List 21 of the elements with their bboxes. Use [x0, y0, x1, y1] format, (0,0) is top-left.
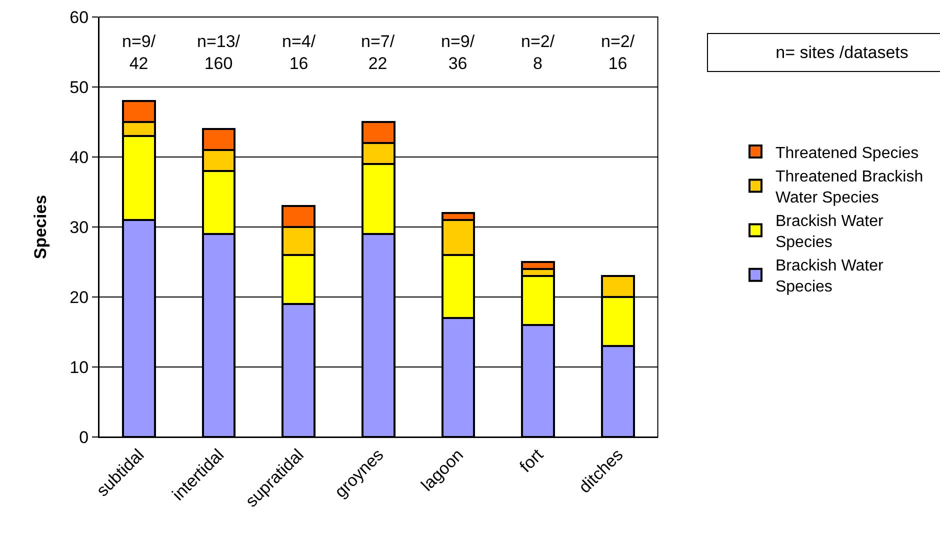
y-tick-label: 60 — [70, 8, 89, 27]
y-tick-label: 0 — [79, 428, 89, 447]
legend-label: Brackish Water Species — [775, 258, 884, 296]
annotation: n=9/ 36 — [441, 32, 475, 74]
annotation: n=4/ 16 — [282, 32, 316, 74]
y-tick-label: 30 — [70, 218, 89, 237]
legend-label: Brackish Water Species — [775, 213, 884, 251]
annotation: n=9/ 42 — [122, 32, 156, 74]
y-tick-label: 40 — [70, 148, 89, 167]
y-tick-label: 20 — [70, 288, 89, 307]
y-tick-label: 50 — [70, 78, 89, 97]
annotation: n=13/ 160 — [197, 32, 240, 74]
legend-label: Threatened Species — [775, 144, 919, 162]
annotation: n=2/ 8 — [521, 32, 555, 74]
legend-label: Threatened Brackish Water Species — [775, 168, 924, 206]
annotation: n=7/ 22 — [361, 32, 395, 74]
y-axis-title: Species — [31, 194, 50, 260]
y-tick-label: 10 — [70, 358, 89, 377]
annotation: n=2/ 16 — [601, 32, 635, 74]
x-tick-label: fort — [516, 445, 548, 476]
text: n= sites /datasets — [776, 43, 908, 62]
